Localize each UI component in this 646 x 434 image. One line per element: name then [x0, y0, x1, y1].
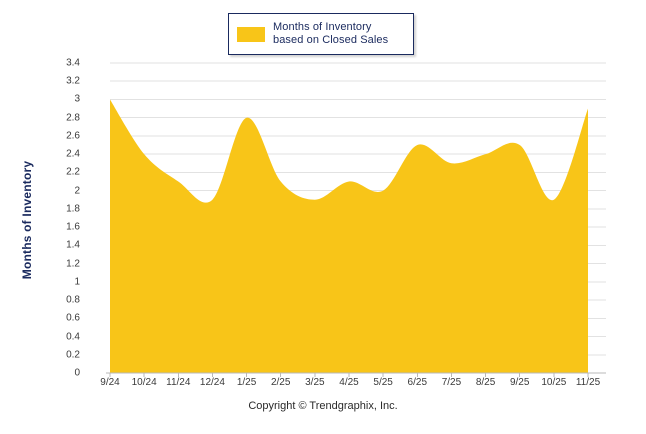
copyright-notice: Copyright © Trendgraphix, Inc. [248, 400, 398, 412]
y-axis-tick-label: 1.8 [66, 203, 80, 215]
y-axis-tick-label: 0.8 [66, 294, 80, 306]
y-axis-tick-label: 0.2 [66, 349, 80, 361]
x-axis-tick-label: 1/25 [236, 377, 257, 388]
y-axis-tick-label: 1 [74, 276, 80, 288]
x-axis-tick-label: 9/24 [100, 377, 120, 388]
y-axis-tick-label: 2.4 [66, 148, 80, 160]
y-axis-tick-label: 2.6 [66, 130, 80, 142]
x-axis-tick-label: 10/24 [131, 377, 157, 388]
x-axis-tick-label: 2/25 [270, 377, 291, 388]
x-axis-tick-label: 12/24 [199, 377, 225, 388]
x-axis-tick-label: 3/25 [305, 377, 325, 388]
y-axis-tick-labels: 0 0.2 0.4 0.6 0.8 1 1.2 1.4 1.6 1.8 2 2.2 2.4 2.6 2.8 3… [46, 0, 80, 434]
y-axis-tick-label: 3 [74, 93, 80, 105]
y-axis-tick-label: 0 [74, 367, 80, 379]
x-axis-tick-label: 11/24 [166, 377, 191, 388]
x-axis-tick-label: 10/25 [541, 377, 567, 388]
y-axis-tick-label: 1.6 [66, 221, 80, 233]
legend-label: Months of Inventory based on Closed Sale… [273, 21, 389, 46]
y-axis-tick-label: 2.8 [66, 112, 80, 124]
x-axis-tick-marks [109, 373, 589, 377]
x-axis-tick-label: 4/25 [339, 377, 359, 388]
x-axis-tick-label: 9/25 [509, 377, 530, 388]
y-axis-tick-label: 0.6 [66, 312, 80, 324]
x-axis-tick-label: 8/25 [475, 377, 496, 388]
y-axis-tick-label: 2.2 [66, 166, 80, 178]
y-axis-tick-label: 0.4 [66, 331, 80, 343]
x-axis-tick-label: 11/25 [575, 377, 601, 388]
x-axis-tick-label: 6/25 [407, 377, 428, 388]
y-axis-tick-label: 1.2 [66, 258, 80, 270]
x-axis-tick-label: 5/25 [373, 377, 393, 388]
legend-color-swatch-icon [237, 26, 265, 42]
y-axis-tick-label: 1.4 [66, 239, 80, 251]
chart-legend[interactable]: Months of Inventory based on Closed Sale… [228, 13, 414, 55]
series-area-months-of-inventory [110, 99, 588, 374]
y-axis-tick-label: 2 [74, 185, 80, 197]
x-axis-tick-label: 7/25 [441, 377, 462, 388]
area-fill-path [110, 99, 588, 374]
y-axis-tick-label: 3.2 [66, 75, 80, 87]
y-axis-tick-label: 3.4 [66, 57, 80, 69]
